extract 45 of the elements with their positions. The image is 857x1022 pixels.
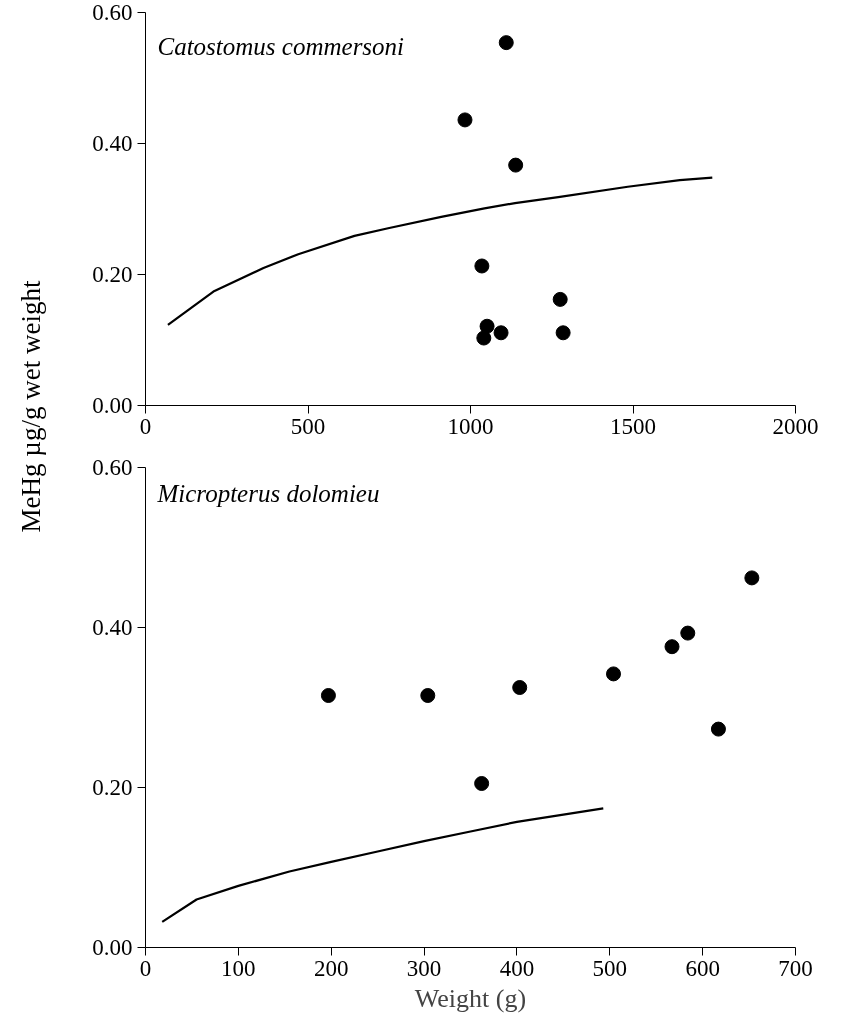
x-tick-label: 300 bbox=[406, 955, 442, 981]
point bbox=[476, 330, 492, 346]
y-tick-label: 0.60 bbox=[92, 455, 133, 480]
y-tick-label: 0.40 bbox=[92, 131, 133, 156]
x-tick-label: 0 bbox=[139, 955, 152, 981]
point bbox=[474, 258, 490, 274]
y-tick-label: 0.00 bbox=[92, 393, 133, 418]
x-tick-label: 1500 bbox=[610, 413, 656, 439]
y-tick-label: 0.40 bbox=[92, 615, 133, 640]
x-tick-label: 600 bbox=[685, 955, 720, 981]
line-series bbox=[161, 807, 605, 923]
x-tick-label: 200 bbox=[313, 955, 349, 981]
x-tick-label: 500 bbox=[592, 955, 628, 981]
y-tick-label: 0.20 bbox=[92, 262, 133, 287]
x-tick-label: 0 bbox=[139, 413, 152, 439]
point bbox=[479, 318, 495, 334]
point bbox=[420, 688, 436, 703]
point bbox=[710, 721, 726, 737]
point bbox=[474, 776, 490, 791]
point bbox=[320, 688, 336, 703]
line-series bbox=[166, 176, 714, 327]
point bbox=[512, 680, 528, 695]
point bbox=[457, 112, 473, 128]
point bbox=[498, 35, 514, 51]
y-axis-title: MeHg µg/g wet weight bbox=[15, 280, 46, 533]
x-tick-label: 1000 bbox=[447, 413, 494, 439]
x-tick-label: 700 bbox=[778, 955, 813, 981]
x-tick-label: 400 bbox=[499, 955, 535, 981]
annotation: Catostomus commersoni bbox=[157, 32, 405, 60]
point bbox=[680, 625, 696, 641]
x-tick-label: 2000 bbox=[772, 413, 819, 439]
point bbox=[508, 157, 524, 173]
x-axis-title: Weight (g) bbox=[414, 983, 527, 1013]
point bbox=[552, 291, 568, 307]
point bbox=[664, 639, 680, 655]
x-tick-label: 500 bbox=[290, 413, 326, 439]
point bbox=[744, 570, 760, 586]
y-tick-label: 0.00 bbox=[92, 935, 133, 960]
y-tick-label: 0.20 bbox=[92, 775, 133, 800]
point bbox=[555, 325, 571, 341]
y-tick-label: 0.60 bbox=[92, 0, 133, 25]
annotation: Micropterus dolomieu bbox=[156, 479, 380, 507]
point bbox=[606, 666, 621, 682]
x-tick-label: 100 bbox=[221, 955, 256, 981]
point bbox=[493, 325, 509, 341]
